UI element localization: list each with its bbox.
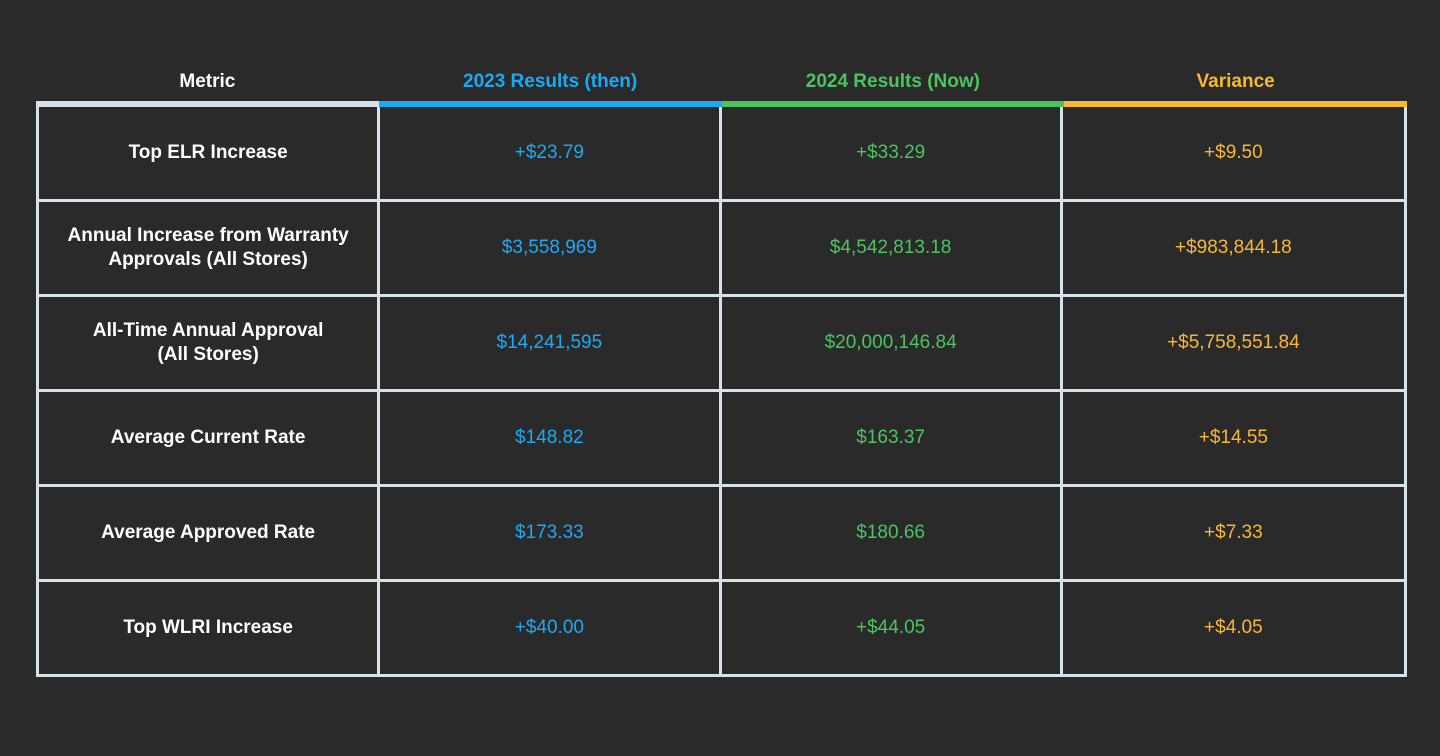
variance-value-cell: +$4.05 xyxy=(1204,617,1263,638)
header-metric: Metric xyxy=(179,71,236,92)
now-value-cell: $4,542,813.18 xyxy=(721,202,1063,297)
metric-cell: Top ELR Increase xyxy=(39,107,381,202)
now-value-cell: $180.66 xyxy=(721,487,1063,582)
now-accent-bar xyxy=(721,101,1065,107)
header-2024-results: 2024 Results (Now) xyxy=(805,71,980,92)
variance-value-cell: +$9.50 xyxy=(1062,107,1404,202)
then-value-cell: $3,558,969 xyxy=(380,202,722,297)
header-2023-results: 2023 Results (then) xyxy=(463,71,638,92)
metric-cell: All-Time Annual Approval (All Stores) xyxy=(39,297,381,392)
variance-accent-bar xyxy=(1064,101,1407,107)
metric-cell: Average Approved Rate xyxy=(39,487,381,582)
then-accent-bar xyxy=(378,101,722,107)
metric-cell: Top WLRI Increase xyxy=(39,582,381,674)
variance-value-cell: +$7.33 xyxy=(1062,487,1404,582)
now-value-cell: $163.37 xyxy=(721,392,1063,487)
header-accent-bars xyxy=(36,101,1407,107)
comparison-table: Metric 2023 Results (then) 2024 Results … xyxy=(36,63,1407,677)
header-row: Metric 2023 Results (then) 2024 Results … xyxy=(36,63,1407,101)
header-variance: Variance xyxy=(1196,71,1275,92)
then-value-cell: $173.33 xyxy=(380,487,722,582)
now-value-cell: $20,000,146.84 xyxy=(721,297,1063,392)
then-value-cell: $14,241,595 xyxy=(380,297,722,392)
metric-accent-bar xyxy=(36,101,379,107)
metric-cell: Annual Increase from Warranty Approvals … xyxy=(39,202,381,297)
metric-cell: Average Current Rate xyxy=(39,392,381,487)
variance-value-cell: +$14.55 xyxy=(1062,392,1404,487)
then-value-cell: +$23.79 xyxy=(380,107,722,202)
then-value-cell: +$40.00 xyxy=(380,582,722,674)
then-value-cell: $148.82 xyxy=(380,392,722,487)
now-value-cell: +$33.29 xyxy=(721,107,1063,202)
variance-value-cell: +$983,844.18 xyxy=(1062,202,1404,297)
variance-value-cell: +$5,758,551.84 xyxy=(1062,297,1404,392)
now-value-cell: +$44.05 xyxy=(722,582,1063,674)
table-body: Top ELR Increase +$23.79 +$33.29 +$9.50 Annu… xyxy=(36,107,1407,677)
